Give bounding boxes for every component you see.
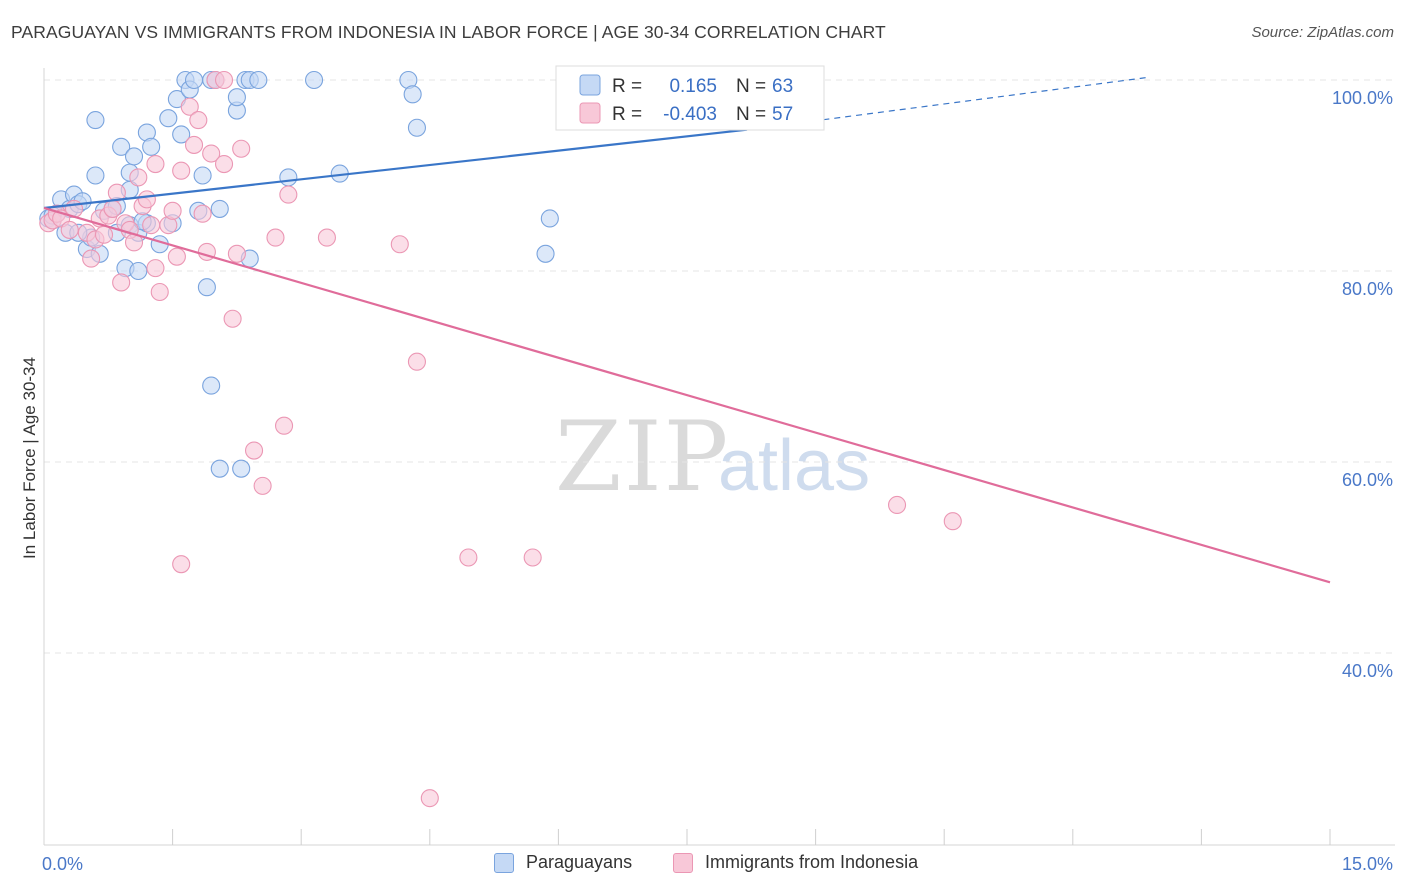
indonesia-point-26 [163,201,182,220]
indonesia-point-41 [232,139,251,158]
paraguayan-point-51 [249,70,268,90]
indonesia-point-50 [420,789,439,808]
paraguayan-point-59 [536,244,555,263]
indonesia-point-27 [167,247,186,266]
indonesia-point-51 [459,548,478,567]
indonesia-point-14 [112,273,131,292]
x-tick-label-1: 15.0% [1342,854,1393,874]
indonesia-point-4 [60,220,79,239]
chart-title: PARAGUAYAN VS IMMIGRANTS FROM INDONESIA … [11,22,886,42]
y-tick-label-3: 40.0% [1342,661,1393,681]
paraguayan-point-38 [193,166,212,185]
stats-r-label-0: R = [612,76,642,97]
indonesia-point-32 [189,111,208,130]
indonesia-point-29 [172,555,191,574]
legend-item-indonesia[interactable]: Immigrants from Indonesia [673,852,918,873]
y-tick-label-0: 100.0% [1332,88,1393,108]
stats-r-value-1: -0.403 [663,104,717,125]
paraguayan-point-46 [227,88,246,107]
indonesia-point-38 [214,154,234,174]
paraguayan-point-41 [202,376,221,395]
paraguayan-point-39 [197,278,216,297]
indonesia-point-12 [103,199,122,218]
indonesia-point-18 [129,168,148,187]
stats-legend-swatch-blue [579,74,601,96]
indonesia-point-21 [142,216,161,235]
stats-legend-box [555,65,825,131]
indonesia-point-44 [266,228,285,247]
y-axis-label: In Labor Force | Age 30-34 [20,357,39,559]
legend-swatch-pink [673,852,693,873]
paraguayan-point-57 [407,118,426,137]
indonesia-point-55 [887,495,907,515]
indonesia-point-7 [82,249,101,268]
legend-label-indonesia: Immigrants from Indonesia [705,852,919,872]
indonesia-trendline [43,206,1331,584]
indonesia-point-23 [146,259,165,278]
legend-item-paraguayans[interactable]: Paraguayans [494,852,632,873]
chart-source: Source: ZipAtlas.com [1251,24,1394,41]
legend-swatch-blue [494,852,514,873]
indonesia-point-22 [146,154,165,174]
indonesia-point-47 [317,228,336,247]
indonesia-point-48 [390,235,409,254]
paraguayan-point-43 [210,459,229,478]
watermark-zip: ZIP [555,401,730,513]
paraguayan-point-12 [86,111,105,130]
indonesia-point-10 [94,225,114,244]
paraguayan-point-47 [232,459,251,478]
indonesia-point-42 [244,441,264,460]
paraguayan-point-56 [403,85,422,104]
paraguayan-point-30 [159,109,178,128]
stats-legend-swatch-pink [579,102,601,124]
indonesia-point-49 [407,352,426,371]
paraguayan-point-52 [279,168,298,187]
stats-r-value-0: 0.165 [669,76,717,97]
paraguayan-point-28 [142,137,161,156]
x-tick-label-0: 0.0% [42,854,83,874]
indonesia-point-56 [943,512,962,531]
indonesia-point-20 [137,190,156,209]
paraguayan-point-58 [540,209,559,228]
indonesia-point-28 [172,161,191,180]
stats-r-label-1: R = [612,104,642,125]
paraguayan-point-53 [305,70,324,90]
indonesia-point-46 [279,185,298,204]
paraguayan-point-25 [129,261,148,281]
stats-n-label-0: N = [736,76,766,97]
indonesia-point-24 [150,282,169,302]
indonesia-point-43 [253,476,272,495]
stats-n-value-1: 57 [772,104,793,125]
stats-n-label-1: N = [736,104,766,125]
indonesia-point-30 [180,97,199,116]
paraguayan-point-23 [124,147,144,166]
bottom-legend: Paraguayans Immigrants from Indonesia [0,852,1406,878]
stats-n-value-0: 63 [772,76,793,97]
indonesia-point-52 [523,548,542,567]
y-tick-label-2: 60.0% [1342,470,1393,490]
paraguayan-point-44 [210,199,229,218]
indonesia-point-45 [275,416,294,435]
paraguayan-trendline [43,128,748,210]
indonesia-point-31 [184,135,204,154]
indonesia-point-39 [223,309,242,328]
paraguayan-point-36 [184,70,204,90]
indonesia-point-40 [227,244,246,263]
paraguayan-point-11 [86,166,105,185]
paraguayan-point-18 [112,137,131,156]
indonesia-point-13 [107,183,126,202]
legend-label-paraguayans: Paraguayans [526,852,633,872]
indonesia-point-35 [202,144,221,163]
paraguayan-point-33 [172,125,191,144]
y-tick-label-1: 80.0% [1342,279,1393,299]
indonesia-point-37 [214,70,234,90]
indonesia-point-33 [193,204,212,223]
watermark-atlas: atlas [718,426,870,506]
